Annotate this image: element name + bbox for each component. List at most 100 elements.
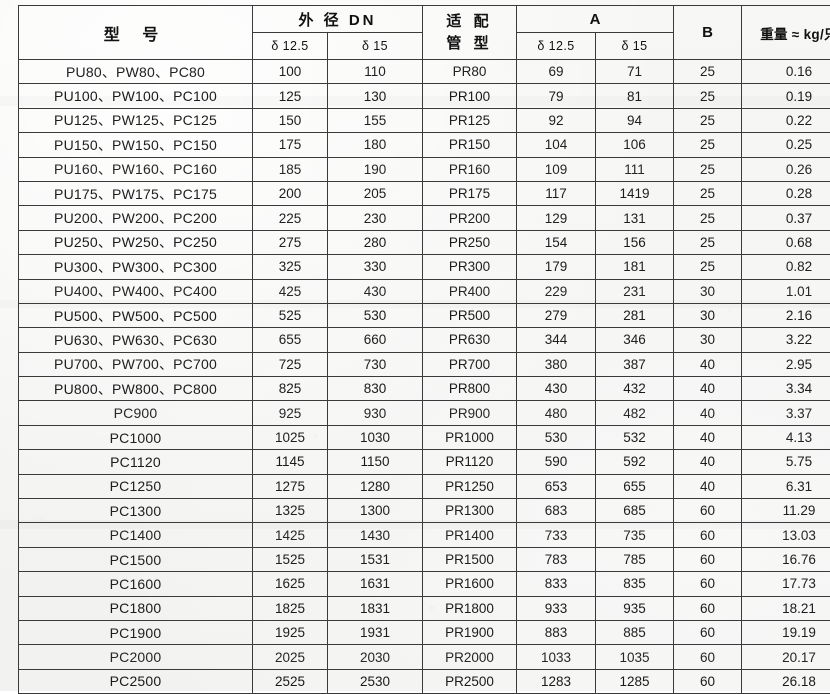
- cell-b: 25: [674, 108, 742, 132]
- cell-pipe-type: PR700: [423, 352, 517, 376]
- cell-a-delta-12-5: 79: [517, 84, 596, 108]
- cell-b: 25: [674, 133, 742, 157]
- cell-b: 60: [674, 499, 742, 523]
- cell-pipe-type: PR400: [423, 279, 517, 303]
- cell-model: PU80、PW80、PC80: [19, 60, 253, 84]
- column-header-weight: 重量 ≈ kg/只: [742, 6, 830, 60]
- cell-model: PU500、PW500、PC500: [19, 303, 253, 327]
- cell-pipe-type: PR1250: [423, 474, 517, 498]
- cell-pipe-type: PR630: [423, 328, 517, 352]
- column-header-model: 型 号: [19, 6, 253, 60]
- cell-model: PU200、PW200、PC200: [19, 206, 253, 230]
- cell-a-delta-12-5: 109: [517, 157, 596, 181]
- cell-a-delta-12-5: 480: [517, 401, 596, 425]
- cell-dn-delta-15: 660: [328, 328, 423, 352]
- cell-a-delta-15: 1419: [596, 181, 674, 205]
- cell-a-delta-12-5: 117: [517, 181, 596, 205]
- cell-a-delta-12-5: 229: [517, 279, 596, 303]
- cell-dn-delta-12-5: 1025: [253, 425, 328, 449]
- cell-pipe-type: PR2000: [423, 645, 517, 669]
- cell-dn-delta-15: 1280: [328, 474, 423, 498]
- cell-a-delta-15: 532: [596, 425, 674, 449]
- cell-a-delta-12-5: 92: [517, 108, 596, 132]
- cell-a-delta-15: 655: [596, 474, 674, 498]
- cell-a-delta-12-5: 344: [517, 328, 596, 352]
- cell-pipe-type: PR1500: [423, 547, 517, 571]
- cell-model: PC1500: [19, 547, 253, 571]
- cell-dn-delta-12-5: 1925: [253, 620, 328, 644]
- cell-dn-delta-15: 430: [328, 279, 423, 303]
- cell-a-delta-12-5: 733: [517, 523, 596, 547]
- cell-weight: 18.21: [742, 596, 830, 620]
- cell-b: 25: [674, 181, 742, 205]
- cell-dn-delta-12-5: 1275: [253, 474, 328, 498]
- cell-b: 60: [674, 547, 742, 571]
- cell-a-delta-12-5: 279: [517, 303, 596, 327]
- cell-dn-delta-12-5: 125: [253, 84, 328, 108]
- column-header-b: B: [674, 6, 742, 60]
- cell-pipe-type: PR500: [423, 303, 517, 327]
- cell-pipe-type: PR1300: [423, 499, 517, 523]
- cell-model: PU125、PW125、PC125: [19, 108, 253, 132]
- pipe-type-line-2: 管 型: [423, 33, 516, 55]
- cell-model: PU150、PW150、PC150: [19, 133, 253, 157]
- cell-a-delta-15: 1035: [596, 645, 674, 669]
- cell-b: 25: [674, 60, 742, 84]
- cell-b: 60: [674, 572, 742, 596]
- cell-pipe-type: PR200: [423, 206, 517, 230]
- cell-weight: 13.03: [742, 523, 830, 547]
- cell-b: 40: [674, 401, 742, 425]
- cell-model: PC900: [19, 401, 253, 425]
- cell-pipe-type: PR1900: [423, 620, 517, 644]
- cell-a-delta-15: 346: [596, 328, 674, 352]
- cell-b: 60: [674, 669, 742, 693]
- cell-a-delta-12-5: 179: [517, 255, 596, 279]
- cell-pipe-type: PR1600: [423, 572, 517, 596]
- cell-weight: 20.17: [742, 645, 830, 669]
- cell-dn-delta-15: 280: [328, 230, 423, 254]
- cell-weight: 3.34: [742, 377, 830, 401]
- cell-model: PC1900: [19, 620, 253, 644]
- cell-pipe-type: PR125: [423, 108, 517, 132]
- cell-a-delta-12-5: 154: [517, 230, 596, 254]
- cell-pipe-type: PR1800: [423, 596, 517, 620]
- cell-dn-delta-15: 205: [328, 181, 423, 205]
- cell-weight: 0.26: [742, 157, 830, 181]
- cell-model: PC1400: [19, 523, 253, 547]
- cell-a-delta-12-5: 590: [517, 450, 596, 474]
- cell-model: PC1300: [19, 499, 253, 523]
- cell-b: 25: [674, 230, 742, 254]
- cell-weight: 6.31: [742, 474, 830, 498]
- cell-model: PU800、PW800、PC800: [19, 377, 253, 401]
- cell-dn-delta-15: 1631: [328, 572, 423, 596]
- cell-dn-delta-15: 1300: [328, 499, 423, 523]
- cell-model: PC1600: [19, 572, 253, 596]
- cell-model: PC1250: [19, 474, 253, 498]
- cell-dn-delta-12-5: 1825: [253, 596, 328, 620]
- cell-a-delta-15: 387: [596, 352, 674, 376]
- cell-b: 60: [674, 620, 742, 644]
- cell-dn-delta-15: 110: [328, 60, 423, 84]
- cell-b: 25: [674, 206, 742, 230]
- cell-b: 30: [674, 303, 742, 327]
- cell-pipe-type: PR175: [423, 181, 517, 205]
- cell-weight: 0.19: [742, 84, 830, 108]
- cell-a-delta-12-5: 783: [517, 547, 596, 571]
- cell-model: PU700、PW700、PC700: [19, 352, 253, 376]
- cell-b: 40: [674, 474, 742, 498]
- subheader-a-delta-15: δ 15: [596, 33, 674, 60]
